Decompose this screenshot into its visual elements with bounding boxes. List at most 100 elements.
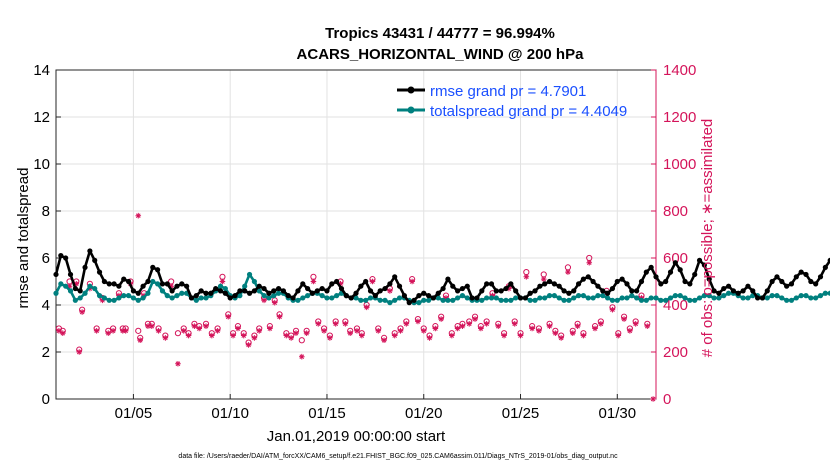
totalspread-point xyxy=(82,290,88,296)
rmse-point xyxy=(779,278,785,285)
rmse-point xyxy=(96,269,103,275)
totalspread-point xyxy=(92,285,98,292)
totalspread-point xyxy=(696,295,703,301)
totalspread-point xyxy=(527,297,533,303)
totalspread-point xyxy=(77,295,83,301)
obs-assimilated-point xyxy=(495,323,502,329)
obs-assimilated-point xyxy=(175,360,181,367)
totalspread-point xyxy=(155,281,161,287)
obs-assimilated-point xyxy=(375,328,382,334)
rmse-point xyxy=(174,283,180,289)
totalspread-point xyxy=(648,295,654,301)
rmse-point xyxy=(735,290,741,296)
totalspread-point xyxy=(793,295,799,301)
totalspread-point xyxy=(663,297,669,303)
rmse-point xyxy=(793,274,799,280)
obs-assimilated-point xyxy=(145,323,151,329)
obs-assimilated-point xyxy=(122,328,129,334)
rmse-point xyxy=(692,271,698,278)
totalspread-point xyxy=(638,297,645,303)
x-tick-label-0: 01/05 xyxy=(115,405,153,422)
rmse-point xyxy=(121,276,127,282)
totalspread-point xyxy=(435,295,441,301)
rmse-point xyxy=(546,278,553,285)
totalspread-point xyxy=(503,297,509,303)
obs-assimilated-point xyxy=(552,330,559,336)
obs-assimilated-point xyxy=(472,316,478,322)
totalspread-point xyxy=(629,293,635,299)
rmse-point xyxy=(111,281,117,287)
obs-possible-point xyxy=(135,327,142,334)
totalspread-point xyxy=(455,295,461,301)
left-tick-label-2: 4 xyxy=(42,297,50,314)
obs-possible-point xyxy=(310,273,317,280)
totalspread-point xyxy=(174,293,180,299)
rmse-point xyxy=(203,290,209,296)
totalspread-point xyxy=(556,295,562,301)
rmse-point xyxy=(527,290,533,296)
rmse-point xyxy=(464,283,470,289)
obs-assimilated-point xyxy=(615,332,622,339)
rmse-point xyxy=(421,290,427,296)
x-axis-label: Jan.01,2019 00:00:00 start xyxy=(267,428,446,445)
right-tick-label-2: 400 xyxy=(663,297,688,314)
rmse-point xyxy=(237,288,243,294)
totalspread-point xyxy=(571,295,577,301)
rmse-point xyxy=(566,290,572,296)
x-tick-label-4: 01/25 xyxy=(502,405,540,422)
rmse-point xyxy=(595,283,601,289)
obs-assimilated-point xyxy=(415,318,421,325)
totalspread-point xyxy=(585,295,591,301)
rmse-point xyxy=(63,255,69,261)
obs-possible-point xyxy=(219,273,226,280)
left-tick-label-7: 14 xyxy=(33,62,50,79)
obs-assimilated-point xyxy=(66,283,73,289)
totalspread-point xyxy=(242,283,248,289)
obs-assimilated-point xyxy=(546,323,553,329)
x-tick-label-2: 01/15 xyxy=(308,405,346,422)
totalspread-point xyxy=(784,297,790,303)
rmse-point xyxy=(217,288,224,294)
rmse-point xyxy=(479,288,485,294)
obs-assimilated-point xyxy=(565,269,571,275)
obs-assimilated-point xyxy=(337,281,344,287)
totalspread-point xyxy=(619,295,625,301)
totalspread-point xyxy=(261,293,267,299)
rmse-point xyxy=(401,293,407,299)
rmse-point xyxy=(755,295,761,301)
obs-assimilated-point xyxy=(483,321,490,327)
obs-assimilated-point xyxy=(569,330,576,336)
totalspread-point xyxy=(479,297,485,303)
totalspread-point xyxy=(319,293,325,299)
obs-assimilated-point xyxy=(119,328,126,334)
totalspread-point xyxy=(251,278,257,285)
rmse-point xyxy=(101,278,107,285)
rmse-point xyxy=(677,267,683,273)
obs-assimilated-point xyxy=(644,323,651,329)
rmse-point xyxy=(285,293,291,299)
obs-assimilated-point xyxy=(271,299,278,306)
obs-assimilated-point xyxy=(342,321,349,327)
totalspread-point xyxy=(358,297,364,303)
obs-assimilated-point xyxy=(454,325,461,332)
totalspread-point xyxy=(67,288,74,294)
totalspread-point xyxy=(600,293,606,299)
rmse-point xyxy=(309,290,316,296)
obs-assimilated-point xyxy=(168,283,174,289)
rmse-point xyxy=(585,274,591,280)
totalspread-point xyxy=(329,295,335,301)
totalspread-point xyxy=(222,285,228,292)
totalspread-point xyxy=(425,297,432,303)
rmse-point xyxy=(537,283,543,289)
totalspread-point xyxy=(275,290,282,296)
obs-assimilated-point xyxy=(403,321,410,327)
obs-assimilated-point xyxy=(283,332,290,339)
obs-assimilated-point xyxy=(105,330,112,336)
rmse-point xyxy=(184,283,190,289)
rmse-point xyxy=(532,288,538,294)
totalspread-point xyxy=(193,297,199,303)
obs-assimilated-point xyxy=(76,349,83,355)
rmse-point xyxy=(459,285,466,292)
totalspread-point xyxy=(377,297,383,303)
